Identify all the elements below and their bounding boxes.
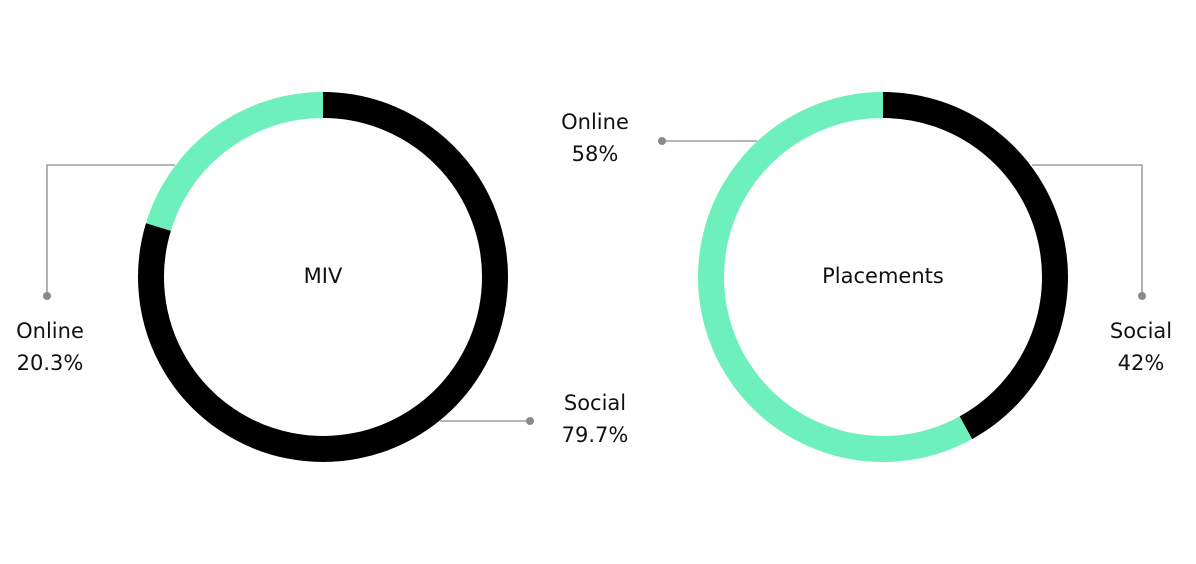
label-name: Online	[561, 110, 629, 134]
label-value: 58%	[572, 142, 619, 166]
donut-segment	[882, 92, 1068, 440]
callout-dot	[526, 417, 534, 425]
label-name: Online	[16, 319, 84, 343]
callout-line	[46, 164, 175, 296]
callout-line	[1032, 164, 1143, 296]
center-title: Placements	[822, 264, 944, 288]
label-value: 79.7%	[562, 423, 629, 447]
label-name: Social	[564, 391, 626, 415]
label-name: Social	[1110, 319, 1172, 343]
donut-segment	[138, 92, 508, 462]
callout-dot	[658, 137, 666, 145]
donut-segment	[698, 92, 973, 462]
donut-segment	[146, 92, 324, 231]
label-value: 42%	[1118, 351, 1165, 375]
callout-dot	[43, 292, 51, 300]
label-value: 20.3%	[17, 351, 84, 375]
center-title: MIV	[304, 264, 343, 288]
callout-dot	[1138, 292, 1146, 300]
